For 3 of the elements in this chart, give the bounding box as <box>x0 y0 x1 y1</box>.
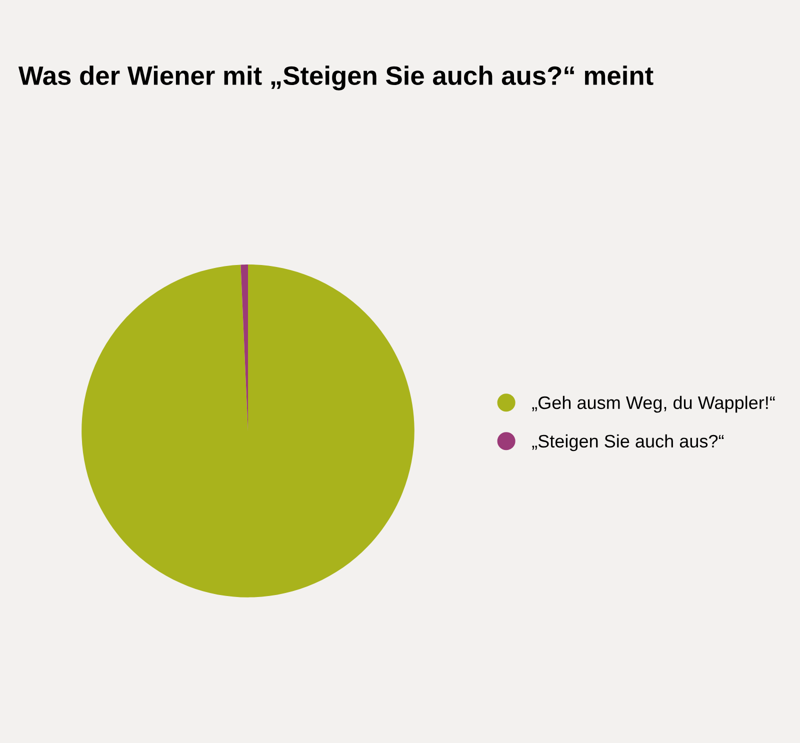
chart-title: Was der Wiener mit „Steigen Sie auch aus?“ meint <box>18 66 654 90</box>
legend-label: „Steigen Sie auch aus?“ <box>532 434 724 452</box>
legend-label: „Geh ausm Weg, du Wappler!“ <box>532 396 775 413</box>
